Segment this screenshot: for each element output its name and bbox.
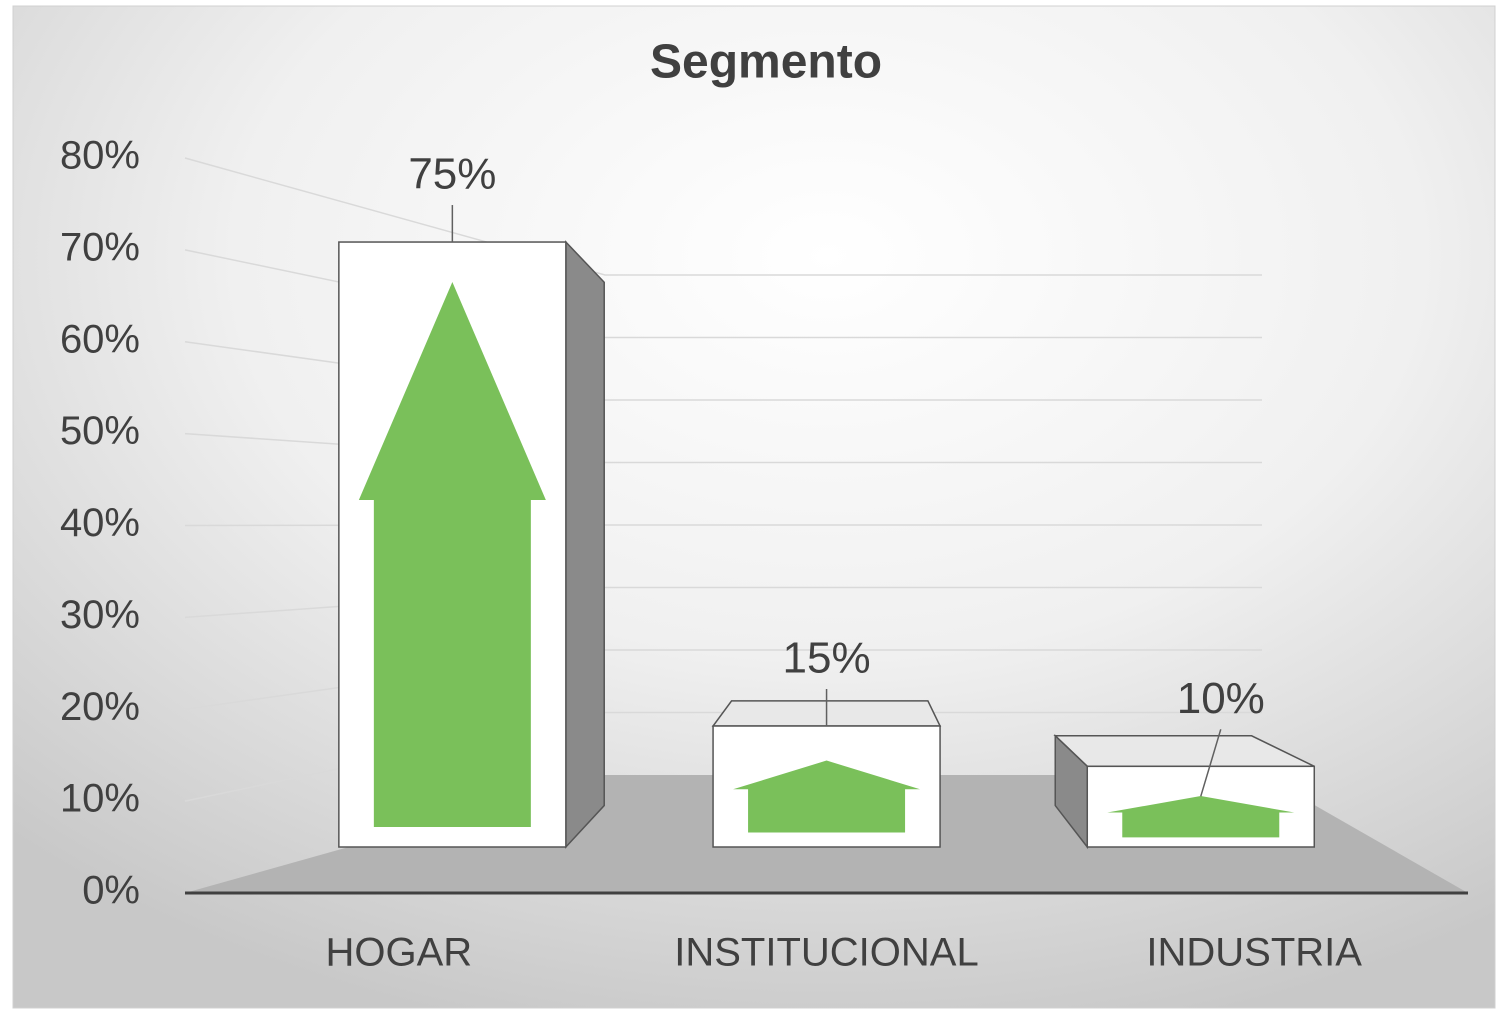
grid-line — [184, 649, 1262, 710]
grid-line — [184, 157, 1262, 276]
data-label: 15% — [783, 634, 871, 683]
leader-line — [1200, 729, 1222, 797]
x-tick-label: INDUSTRIA — [1146, 931, 1362, 975]
x-tick-label: HOGAR — [325, 931, 472, 975]
y-tick-label: 50% — [60, 409, 140, 453]
data-label: 75% — [408, 150, 496, 199]
bar-icon — [358, 282, 546, 827]
grid-line — [184, 432, 1262, 464]
y-tick-label: 10% — [60, 777, 140, 821]
y-tick-label: 30% — [60, 593, 140, 637]
bar-icon — [1107, 796, 1295, 838]
grid-line — [184, 524, 1262, 527]
y-tick-label: 20% — [60, 685, 140, 729]
grid-line — [184, 341, 1262, 401]
y-tick-label: 70% — [60, 225, 140, 269]
y-tick-label: 40% — [60, 501, 140, 545]
grid-line — [184, 711, 1262, 802]
grid-line — [184, 249, 1262, 339]
y-tick-label: 0% — [82, 869, 140, 913]
bar-side — [565, 240, 605, 849]
grid-line — [184, 586, 1262, 619]
x-tick-label: INSTITUCIONAL — [674, 931, 978, 975]
bar-icon — [733, 760, 921, 833]
y-tick-label: 60% — [60, 317, 140, 361]
data-label: 10% — [1177, 674, 1265, 723]
chart-title: Segmento — [650, 36, 882, 89]
y-tick-label: 80% — [60, 134, 140, 178]
